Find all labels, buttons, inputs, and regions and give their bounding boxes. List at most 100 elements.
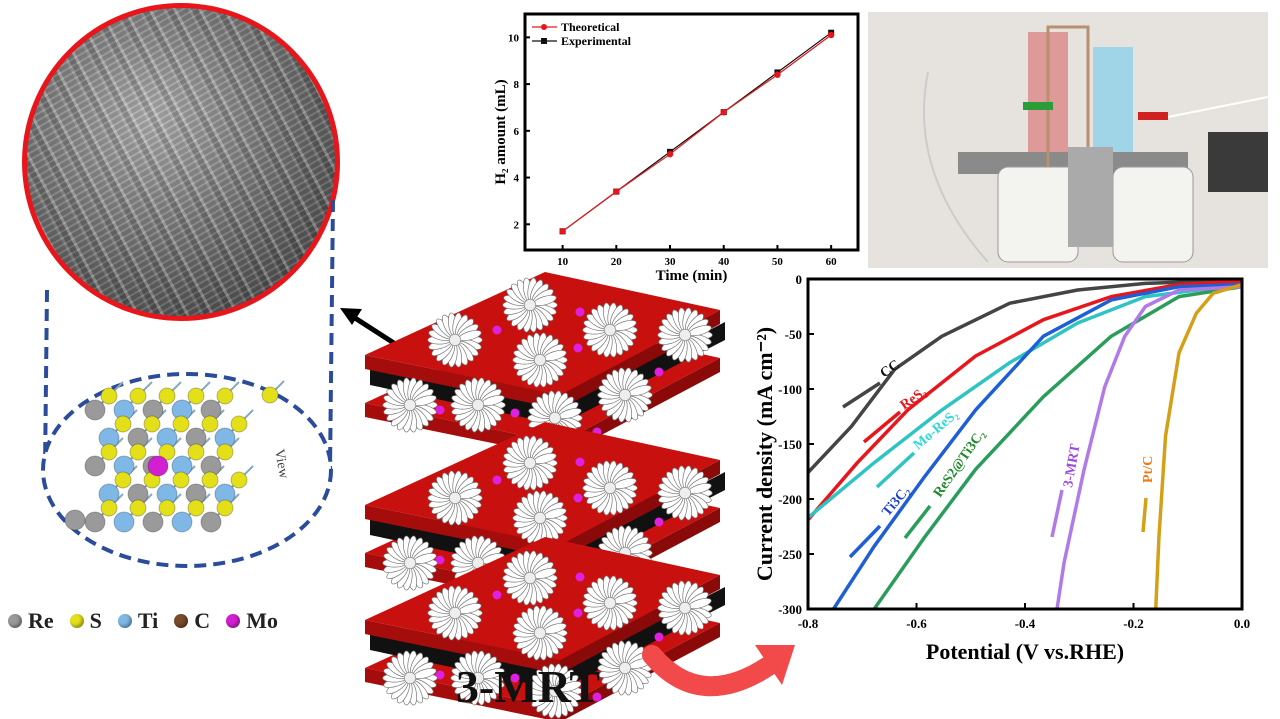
mo-dopant-dot — [510, 673, 520, 683]
y-axis-title: Current density (mA cm⁻²) — [752, 327, 777, 581]
y-tick-label: 4 — [514, 173, 520, 185]
legend-item-mo: Mo — [226, 608, 278, 634]
flower-nanostructure — [657, 465, 713, 521]
y-tick-label: 0 — [796, 272, 803, 287]
curve-leader-line — [875, 451, 916, 489]
mo-dopant-dot — [575, 572, 585, 582]
curve-leader-line — [1141, 497, 1148, 533]
atom-s — [114, 471, 132, 489]
atom-s — [187, 443, 205, 461]
y-tick-label: -100 — [778, 382, 802, 397]
mo-dopant-dot — [492, 475, 502, 485]
atom-s — [129, 387, 147, 405]
lsv-chart: -0.8 -0.6 -0.4 -0.2 0.0 0 -50 -100 -150 -200 -250 -… — [752, 272, 1250, 664]
mo-dopant-dot — [575, 307, 585, 317]
h2-amount-chart: 10 20 30 40 50 60 2 4 6 8 10 Time (min) H₂ amount (m… — [493, 12, 860, 284]
y-tick-label: 6 — [514, 126, 520, 138]
atom-s — [114, 415, 132, 433]
mo-dopant-dot — [592, 692, 602, 702]
atom-re-icon — [8, 614, 22, 628]
mo-dopant-dot — [654, 367, 664, 377]
flower-nanostructure — [427, 585, 483, 641]
atom-s — [230, 471, 248, 489]
y-tick-label: 2 — [514, 219, 520, 231]
lsv-curve — [1055, 284, 1242, 609]
flower-nanostructure — [527, 663, 583, 719]
atom-s — [230, 415, 248, 433]
flower-nanostructure — [597, 640, 653, 696]
flower-nanostructure — [450, 377, 506, 433]
x-tick-label: -0.2 — [1123, 616, 1144, 631]
flower-nanostructure — [512, 490, 568, 546]
legend-label: Experimental — [561, 34, 632, 48]
atom-re — [84, 511, 106, 533]
curve-leader-line — [842, 381, 881, 409]
view-label: View — [271, 448, 291, 481]
flower-nanostructure — [427, 470, 483, 526]
atom-ti — [171, 511, 193, 533]
lsv-curve — [1153, 282, 1242, 609]
flower-nanostructure — [582, 575, 638, 631]
lsv-curve — [832, 282, 1242, 609]
zoom-connector-right — [328, 199, 335, 471]
legend-marker — [541, 24, 547, 30]
plot-frame — [806, 277, 1244, 611]
legend-item-ti: Ti — [117, 608, 159, 634]
lsv-curve — [872, 284, 1242, 609]
lsv-curve — [808, 282, 1242, 520]
mo-dopant-dot — [435, 670, 445, 680]
atom-re — [200, 511, 222, 533]
figure-title: 3-MRT — [455, 661, 601, 712]
data-point — [666, 150, 674, 158]
data-point — [613, 188, 620, 195]
mo-dopant-dot — [654, 632, 664, 642]
flower-nanostructure — [450, 650, 506, 706]
atom-s — [129, 499, 147, 517]
atom-s — [100, 443, 118, 461]
flower-nanostructure — [512, 605, 568, 661]
mo-dopant-dot — [435, 405, 445, 415]
flower-nanostructure — [502, 277, 558, 333]
atom-s — [216, 443, 234, 461]
atom-ti-icon — [117, 614, 132, 628]
legend-label: Re — [28, 608, 54, 633]
mo-dopant-dot — [573, 343, 583, 353]
atom-s — [172, 471, 190, 489]
atom-s — [158, 499, 176, 517]
y-tick-label: -200 — [778, 492, 802, 507]
mo-dopant-dot — [492, 325, 502, 335]
mo-dopant-dot — [573, 608, 583, 618]
legend-label: S — [89, 608, 102, 633]
flower-nanostructure — [512, 332, 568, 388]
x-tick-label: 0.0 — [1234, 616, 1250, 631]
legend-label: C — [194, 608, 211, 633]
flower-nanostructure — [657, 580, 713, 636]
mo-dopant-dot — [575, 457, 585, 467]
flower-nanostructure — [427, 312, 483, 368]
x-tick-label: 30 — [665, 256, 677, 268]
plot-area — [808, 279, 1242, 609]
flower-nanostructure — [582, 460, 638, 516]
atom-s — [216, 387, 234, 405]
y-tick-label: -300 — [778, 602, 802, 617]
curved-arrow — [642, 645, 795, 697]
x-tick-label: 40 — [718, 256, 730, 268]
x-tick-label: 20 — [611, 256, 623, 268]
atom-s — [158, 387, 176, 405]
flower-nanostructure — [382, 377, 438, 433]
lsv-curve — [808, 279, 1242, 522]
x-tick-label: -0.6 — [906, 616, 927, 631]
zoom-connector-left — [43, 289, 49, 471]
electrolysis-setup-photo — [868, 12, 1268, 268]
atom-s — [187, 387, 205, 405]
curve-leader-line — [848, 524, 882, 559]
legend-item-re: Re — [8, 608, 54, 634]
atom-ti — [113, 511, 135, 533]
flower-nanostructure — [657, 307, 713, 363]
y-tick-label: -150 — [778, 437, 802, 452]
y-axis-title: H₂ amount (mL) — [493, 79, 509, 184]
legend-label: Ti — [137, 608, 159, 633]
atom-re — [84, 399, 106, 421]
atom-s — [201, 471, 219, 489]
